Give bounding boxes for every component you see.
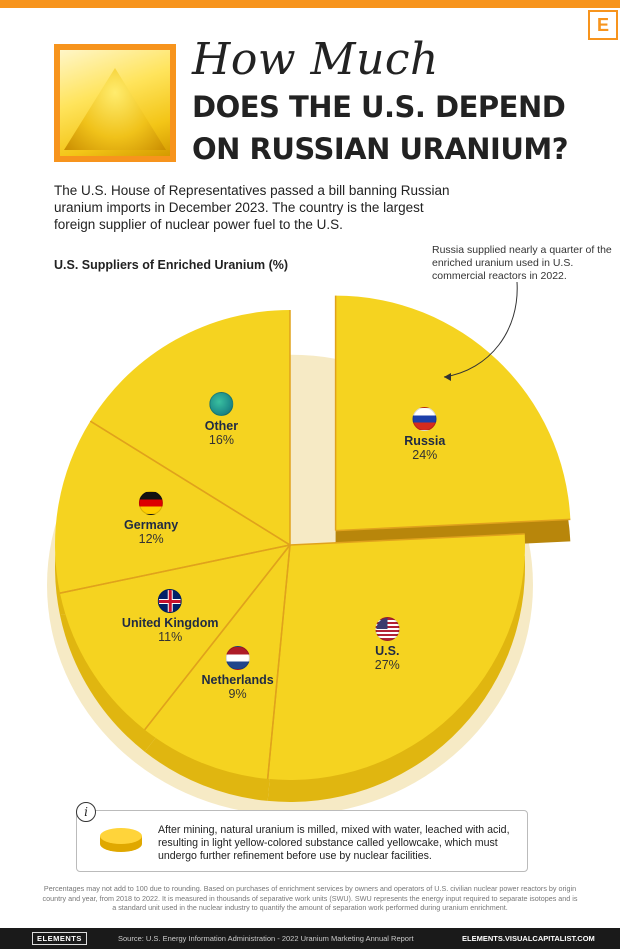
slice-divider-other-0 bbox=[89, 420, 291, 546]
yellowcake-icon bbox=[100, 828, 142, 852]
callout-arrow bbox=[443, 281, 518, 378]
slice-russia bbox=[335, 295, 571, 531]
title-line-1: DOES THE U.S. DEPEND bbox=[192, 90, 566, 124]
germany-flag-icon bbox=[139, 490, 164, 515]
slice-name-netherlands: Netherlands bbox=[201, 672, 274, 687]
slice-name-u-s: U.S. bbox=[375, 644, 400, 659]
top-accent-bar bbox=[0, 0, 620, 8]
yellowcake-pile-image bbox=[54, 44, 176, 162]
uk-flag-icon bbox=[158, 589, 183, 614]
slice-value-russia: 24% bbox=[412, 448, 438, 463]
intro-text: The U.S. House of Representatives passed… bbox=[54, 183, 450, 232]
info-box bbox=[76, 810, 528, 872]
slice-value-u-s: 27% bbox=[374, 658, 400, 673]
slice-value-united-kingdom: 11% bbox=[158, 630, 183, 645]
slice-value-germany: 12% bbox=[138, 531, 164, 546]
title-script: How Much bbox=[192, 34, 439, 85]
slice-divider-u-s-0 bbox=[289, 533, 525, 546]
footnote: Percentages may not add to 100 due to ro… bbox=[42, 884, 578, 912]
slice-value-other: 16% bbox=[208, 432, 234, 447]
footer-source: Source: U.S. Energy Information Administ… bbox=[118, 934, 414, 943]
info-text: After mining, natural uranium is milled,… bbox=[158, 824, 510, 862]
slice-u-s bbox=[267, 533, 525, 780]
slice-united-kingdom bbox=[59, 545, 290, 730]
slice-label-u-s: U.S. 27% bbox=[375, 617, 400, 672]
slice-label-netherlands: Netherlands 9% bbox=[201, 645, 274, 701]
slice-divider-germany-0 bbox=[59, 544, 291, 594]
slice-name-germany: Germany bbox=[124, 517, 179, 532]
elements-logo-icon[interactable]: E bbox=[588, 10, 618, 40]
info-icon: i bbox=[76, 802, 96, 822]
slice-label-other: Other 16% bbox=[204, 391, 239, 447]
callout-arrow-head bbox=[444, 373, 451, 381]
russia-callout: Russia supplied nearly a quarter of the … bbox=[432, 244, 612, 282]
footer-url[interactable]: ELEMENTS.VISUALCAPITALIST.COM bbox=[462, 934, 595, 943]
slice-germany bbox=[55, 421, 291, 594]
us-flag-icon bbox=[375, 617, 400, 642]
slice-label-united-kingdom: United Kingdom 11% bbox=[121, 589, 219, 645]
slice-divider-russia-1 bbox=[335, 518, 571, 532]
slice-name-united-kingdom: United Kingdom bbox=[121, 616, 219, 631]
slice-label-germany: Germany 12% bbox=[124, 490, 179, 546]
footer: ELEMENTS Source: U.S. Energy Information… bbox=[0, 928, 620, 949]
slice-value-netherlands: 9% bbox=[228, 686, 247, 701]
slice-divider-netherlands-0 bbox=[266, 544, 291, 780]
russia-flag-icon bbox=[412, 407, 437, 432]
slice-label-russia: Russia 24% bbox=[404, 407, 445, 462]
slice-name-russia: Russia bbox=[404, 434, 446, 449]
slice-divider-united-kingdom-0 bbox=[144, 544, 291, 731]
footer-logo[interactable]: ELEMENTS bbox=[32, 932, 87, 945]
chart-title: U.S. Suppliers of Enriched Uranium (%) bbox=[54, 258, 289, 272]
globe-icon bbox=[209, 391, 234, 416]
netherlands-flag-icon bbox=[225, 645, 250, 670]
slice-netherlands bbox=[144, 545, 290, 779]
slice-other bbox=[90, 310, 291, 545]
title-line-2: ON RUSSIAN URANIUM? bbox=[192, 132, 569, 166]
slice-name-other: Other bbox=[204, 418, 239, 433]
